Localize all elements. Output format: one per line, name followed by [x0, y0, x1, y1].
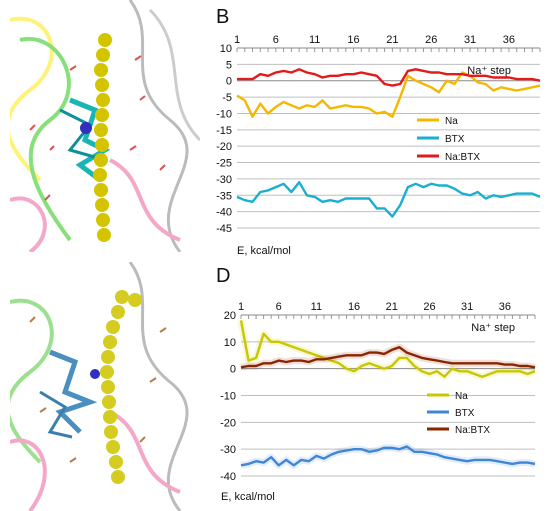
chart-d-series [237, 319, 537, 469]
chart-b-xtick-label: 26 [425, 34, 437, 46]
chart-b-ylabel: E, kcal/mol [237, 245, 291, 257]
chart-d-ytick-label: 0 [230, 364, 236, 376]
chart-d-xtick-label: 1 [238, 301, 244, 313]
molecular-render-a [10, 0, 200, 252]
chart-d-ytick-label: -20 [220, 417, 236, 429]
panel-letter-d: D [216, 265, 231, 287]
chart-b-xtick-label: 36 [503, 34, 515, 46]
chart-b-xtick-label: 16 [347, 34, 359, 46]
chart-b-ytick-label: -25 [216, 158, 232, 170]
chart-b-ytick-label: -10 [216, 108, 232, 120]
molecular-view-c [10, 262, 200, 511]
chart-b-xtick-label: 1 [234, 34, 240, 46]
chart-b-legend-label: BTX [445, 134, 465, 145]
chart-b-xtick-label: 6 [273, 34, 279, 46]
chart-d-ytick-label: 10 [224, 337, 236, 349]
chart-b-grid [236, 47, 541, 229]
chart-b-ytick-label: -40 [216, 207, 232, 219]
chart-b-legend-label: Na:BTX [445, 152, 480, 163]
chart-d-xtick-label: 16 [348, 301, 360, 313]
chart-d-legend-label: BTX [455, 408, 475, 419]
panel-letter-b: B [216, 6, 230, 28]
chart-d-legend-label: Na [455, 391, 468, 402]
molecular-view-a [10, 0, 200, 252]
chart-b-ytick-label: -30 [216, 174, 232, 186]
chart-d-xtick-label: 26 [423, 301, 435, 313]
chart-b-ytick-label: -5 [222, 92, 232, 104]
chart-d-series-line-btx [240, 445, 536, 467]
chart-b-xlabel: Na⁺ step [467, 65, 511, 77]
chart-d-series-line-na [239, 320, 536, 378]
chart-b-legend-label: Na [445, 116, 458, 127]
chart-d-xlabel: Na⁺ step [471, 322, 515, 334]
chart-d-ylabel: E, kcal/mol [221, 491, 275, 503]
chart-b-ytick-label: 10 [220, 43, 232, 55]
chart-d-grid [240, 314, 536, 477]
chart-b-ytick-label: -20 [216, 141, 232, 153]
chart-d-xtick-label: 31 [461, 301, 473, 313]
chart-d-xtick-label: 21 [386, 301, 398, 313]
chart-b-series-line-btx [236, 180, 541, 218]
chart-b-xtick-label: 21 [386, 34, 398, 46]
chart-d-ytick-label: 20 [224, 310, 236, 322]
chart-b-series [236, 68, 541, 218]
chart-d-ytick-label: -10 [220, 391, 236, 403]
chart-d-series-line-na-btx [240, 346, 536, 369]
molecular-render-c [10, 262, 200, 511]
chart-b-ytick-label: -45 [216, 223, 232, 235]
chart-d-xtick-label: 11 [311, 301, 322, 313]
chart-d-ytick-label: -30 [220, 444, 236, 456]
chart-b-series-line-na-btx [237, 68, 541, 87]
chart-b-xtick-label: 11 [309, 34, 320, 46]
chart-b-ytick-label: 0 [226, 76, 232, 88]
chart-b-ytick-label: -15 [216, 125, 232, 137]
chart-d-xtick-label: 6 [276, 301, 282, 313]
chart-b-ytick-label: 5 [226, 59, 232, 71]
chart-b-ytick-label: -35 [216, 190, 232, 202]
chart-d-legend-label: Na:BTX [455, 425, 490, 436]
chart-b-series-line-na [236, 71, 541, 118]
chart-b-xtick-label: 31 [464, 34, 476, 46]
chart-d-xtick-label: 36 [499, 301, 511, 313]
chart-d-ytick-label: -40 [220, 471, 236, 483]
